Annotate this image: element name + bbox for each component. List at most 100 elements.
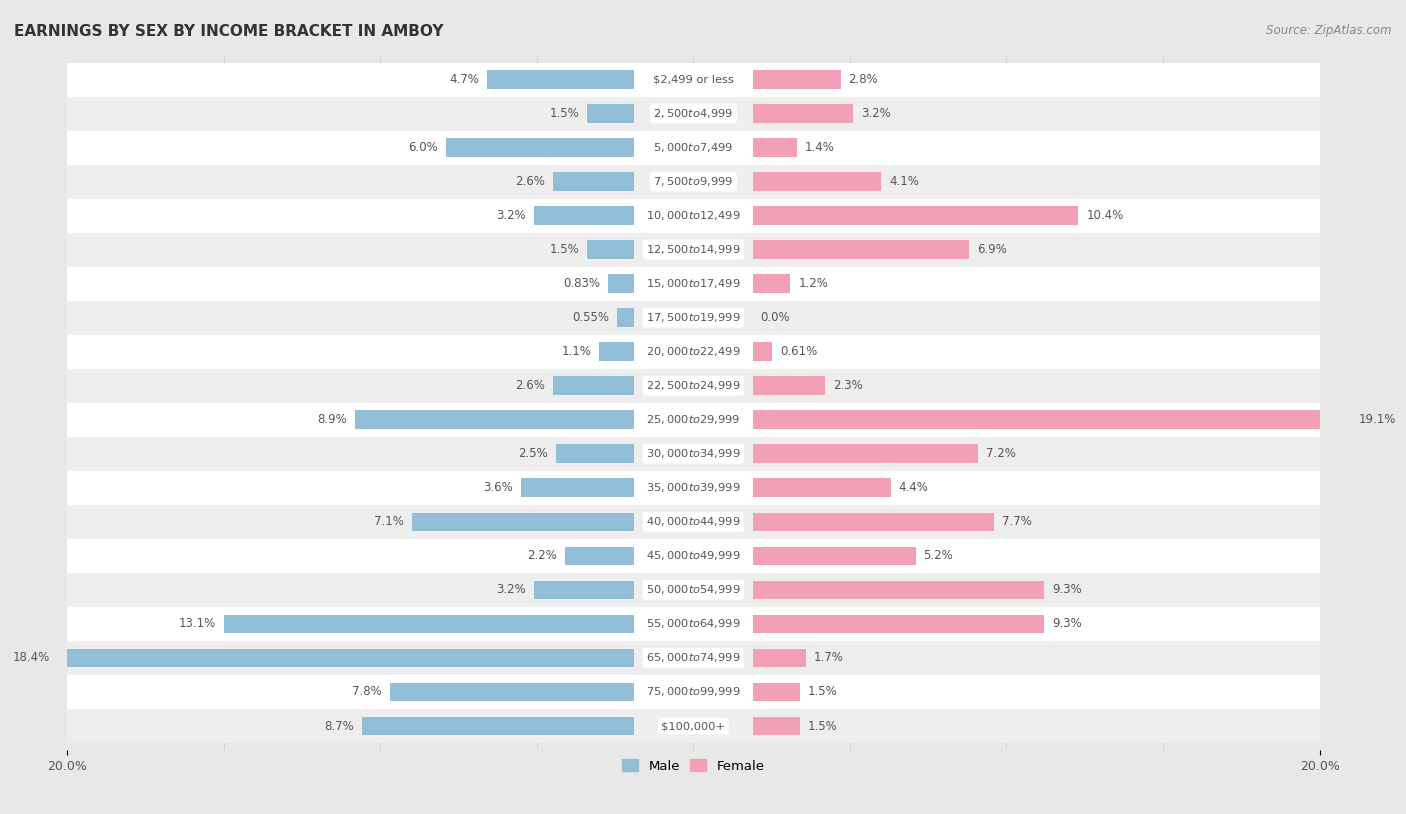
Bar — [752, 615, 1045, 633]
Text: 1.5%: 1.5% — [550, 243, 579, 256]
Bar — [67, 97, 1320, 130]
Bar — [67, 505, 1320, 539]
Text: 9.3%: 9.3% — [1052, 584, 1081, 597]
Bar — [58, 649, 634, 667]
Bar — [617, 309, 634, 327]
Text: $65,000 to $74,999: $65,000 to $74,999 — [647, 651, 741, 664]
Text: 13.1%: 13.1% — [179, 618, 217, 630]
Text: $15,000 to $17,499: $15,000 to $17,499 — [647, 278, 741, 290]
Legend: Male, Female: Male, Female — [617, 754, 770, 778]
Bar — [412, 513, 634, 532]
Text: 1.7%: 1.7% — [814, 651, 844, 664]
Text: 1.5%: 1.5% — [807, 720, 838, 733]
Bar — [67, 675, 1320, 709]
Bar — [486, 70, 634, 89]
Text: $25,000 to $29,999: $25,000 to $29,999 — [647, 414, 741, 427]
Text: $45,000 to $49,999: $45,000 to $49,999 — [647, 549, 741, 562]
Text: 7.7%: 7.7% — [1002, 515, 1032, 528]
Bar — [356, 410, 634, 429]
Bar — [586, 104, 634, 123]
Text: 3.2%: 3.2% — [496, 209, 526, 222]
Bar — [67, 403, 1320, 437]
Bar — [67, 233, 1320, 267]
Text: $20,000 to $22,499: $20,000 to $22,499 — [647, 345, 741, 358]
Bar — [752, 376, 825, 395]
Text: EARNINGS BY SEX BY INCOME BRACKET IN AMBOY: EARNINGS BY SEX BY INCOME BRACKET IN AMB… — [14, 24, 443, 39]
Bar — [752, 410, 1351, 429]
Bar — [752, 683, 800, 702]
Text: 0.83%: 0.83% — [564, 278, 600, 290]
Text: 1.5%: 1.5% — [550, 107, 579, 120]
Text: 19.1%: 19.1% — [1358, 414, 1396, 427]
Bar — [534, 206, 634, 225]
Bar — [67, 300, 1320, 335]
Text: $35,000 to $39,999: $35,000 to $39,999 — [647, 481, 741, 494]
Bar — [752, 70, 841, 89]
Bar — [752, 479, 890, 497]
Bar — [534, 580, 634, 599]
Bar — [599, 343, 634, 361]
Bar — [586, 240, 634, 259]
Text: $55,000 to $64,999: $55,000 to $64,999 — [647, 618, 741, 630]
Bar — [67, 641, 1320, 675]
Bar — [752, 138, 797, 157]
Bar — [752, 580, 1045, 599]
Text: 2.2%: 2.2% — [527, 549, 557, 562]
Bar — [752, 206, 1078, 225]
Bar — [67, 164, 1320, 199]
Bar — [67, 709, 1320, 743]
Bar — [565, 546, 634, 565]
Text: 0.0%: 0.0% — [761, 311, 790, 324]
Text: 3.2%: 3.2% — [860, 107, 890, 120]
Text: 8.9%: 8.9% — [318, 414, 347, 427]
Bar — [67, 470, 1320, 505]
Bar — [522, 479, 634, 497]
Bar — [67, 335, 1320, 369]
Bar — [752, 546, 915, 565]
Bar — [752, 513, 994, 532]
Text: $17,500 to $19,999: $17,500 to $19,999 — [647, 311, 741, 324]
Bar — [555, 444, 634, 463]
Bar — [224, 615, 634, 633]
Text: Source: ZipAtlas.com: Source: ZipAtlas.com — [1267, 24, 1392, 37]
Bar — [67, 63, 1320, 97]
Bar — [553, 376, 634, 395]
Text: 10.4%: 10.4% — [1087, 209, 1123, 222]
Text: 6.9%: 6.9% — [977, 243, 1007, 256]
Text: 1.1%: 1.1% — [562, 345, 592, 358]
Text: 1.2%: 1.2% — [799, 278, 828, 290]
Text: $50,000 to $54,999: $50,000 to $54,999 — [647, 584, 741, 597]
Text: 5.2%: 5.2% — [924, 549, 953, 562]
Text: $12,500 to $14,999: $12,500 to $14,999 — [647, 243, 741, 256]
Bar — [607, 274, 634, 293]
Text: 8.7%: 8.7% — [323, 720, 354, 733]
Text: 7.8%: 7.8% — [352, 685, 382, 698]
Text: 9.3%: 9.3% — [1052, 618, 1081, 630]
Text: $100,000+: $100,000+ — [661, 721, 725, 731]
Bar — [67, 199, 1320, 233]
Bar — [752, 444, 979, 463]
Bar — [752, 649, 806, 667]
Bar — [67, 130, 1320, 164]
Text: $2,500 to $4,999: $2,500 to $4,999 — [654, 107, 734, 120]
Text: 4.4%: 4.4% — [898, 481, 928, 494]
Text: 4.7%: 4.7% — [449, 73, 479, 86]
Bar — [553, 173, 634, 191]
Text: $75,000 to $99,999: $75,000 to $99,999 — [647, 685, 741, 698]
Bar — [752, 716, 800, 735]
Text: 2.5%: 2.5% — [517, 448, 548, 460]
Text: 0.61%: 0.61% — [780, 345, 817, 358]
Text: 6.0%: 6.0% — [409, 141, 439, 154]
Bar — [67, 573, 1320, 607]
Text: $10,000 to $12,499: $10,000 to $12,499 — [647, 209, 741, 222]
Text: 2.3%: 2.3% — [832, 379, 862, 392]
Text: $40,000 to $44,999: $40,000 to $44,999 — [647, 515, 741, 528]
Text: $2,499 or less: $2,499 or less — [652, 75, 734, 85]
Bar — [67, 607, 1320, 641]
Text: $7,500 to $9,999: $7,500 to $9,999 — [654, 175, 734, 188]
Text: 2.8%: 2.8% — [848, 73, 879, 86]
Text: 7.1%: 7.1% — [374, 515, 404, 528]
Text: 2.6%: 2.6% — [515, 175, 544, 188]
Bar — [752, 240, 969, 259]
Bar — [752, 343, 772, 361]
